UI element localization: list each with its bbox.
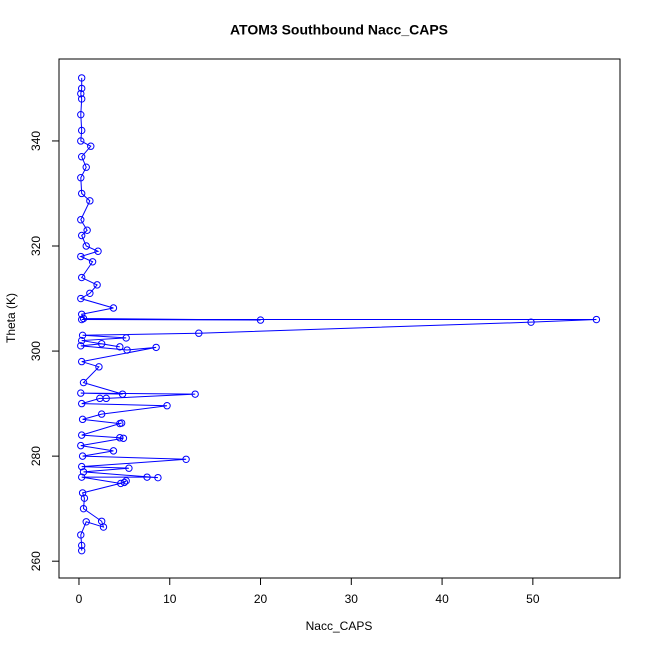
data-point [195,329,203,337]
data-point [78,331,87,340]
data-point [109,447,118,455]
data-point [154,473,162,482]
data-point [78,415,87,424]
data-point [116,434,124,442]
data-point [77,74,86,82]
data-point [80,494,89,502]
data-point [82,518,90,526]
chart-title: ATOM3 Southbound Nacc_CAPS [230,22,448,38]
data-point [79,504,88,513]
x-tick-label: 0 [76,592,83,606]
data-point [77,310,86,318]
data-point [94,247,102,255]
data-point [77,89,85,98]
data-point [77,315,86,324]
x-tick-label: 50 [526,592,540,606]
data-point [79,378,88,387]
data-point [120,478,129,487]
data-point [95,363,103,371]
y-tick-label: 260 [29,551,43,571]
data-point [527,318,535,326]
data-point [119,434,128,442]
x-tick-label: 10 [163,592,177,606]
x-tick-label: 20 [254,592,268,606]
data-point [77,531,85,539]
data-point [116,343,124,351]
data-point [77,546,86,555]
data-point [143,473,151,481]
data-point [592,315,601,324]
data-point [152,343,160,352]
data-point [77,357,86,366]
data-point [83,226,91,234]
data-point [97,410,106,418]
data-point [79,314,88,323]
data-point [77,252,85,261]
data-point [77,389,85,397]
data-point [77,473,86,481]
data-point [77,84,86,93]
data-point [182,455,190,463]
data-point [78,452,87,460]
data-point [77,294,85,303]
data-point [191,390,199,398]
y-tick-label: 280 [29,446,43,466]
data-point [77,110,85,119]
data-point [77,462,86,471]
data-point [77,336,86,345]
data-point [79,468,88,476]
data-point [102,394,110,403]
y-tick-label: 300 [29,341,43,361]
data-point [118,390,127,398]
data-point [163,402,171,410]
data-point [88,258,97,266]
data-point [116,419,124,428]
data-point [97,517,106,525]
data-point [78,489,87,497]
data-point [117,479,125,488]
data-point [77,216,85,224]
data-point [82,163,90,171]
data-point [77,137,85,145]
data-point [77,95,86,103]
data-point [77,273,86,282]
data-point [256,316,265,324]
data-point [93,281,101,289]
y-tick-label: 320 [29,236,43,256]
data-point [125,464,133,472]
data-point [97,340,106,348]
data-point [77,342,85,350]
x-tick-label: 40 [435,592,449,606]
x-axis-label: Nacc_CAPS [306,619,373,633]
data-point [77,399,86,408]
data-point [77,541,86,550]
data-point [87,142,95,150]
data-point [77,153,86,161]
data-point [77,174,85,182]
data-point [86,289,94,297]
data-point [122,334,130,342]
data-point [77,441,85,450]
data-point [77,231,86,240]
y-axis-label: Theta (K) [4,293,18,343]
data-point [86,197,94,205]
data-point [123,346,131,354]
data-point [77,189,86,198]
data-point [82,242,90,250]
data-point [77,126,86,135]
y-tick-label: 340 [29,131,43,151]
data-point [77,431,86,439]
x-tick-label: 30 [345,592,359,606]
data-line [79,77,597,551]
data-point [109,304,118,312]
